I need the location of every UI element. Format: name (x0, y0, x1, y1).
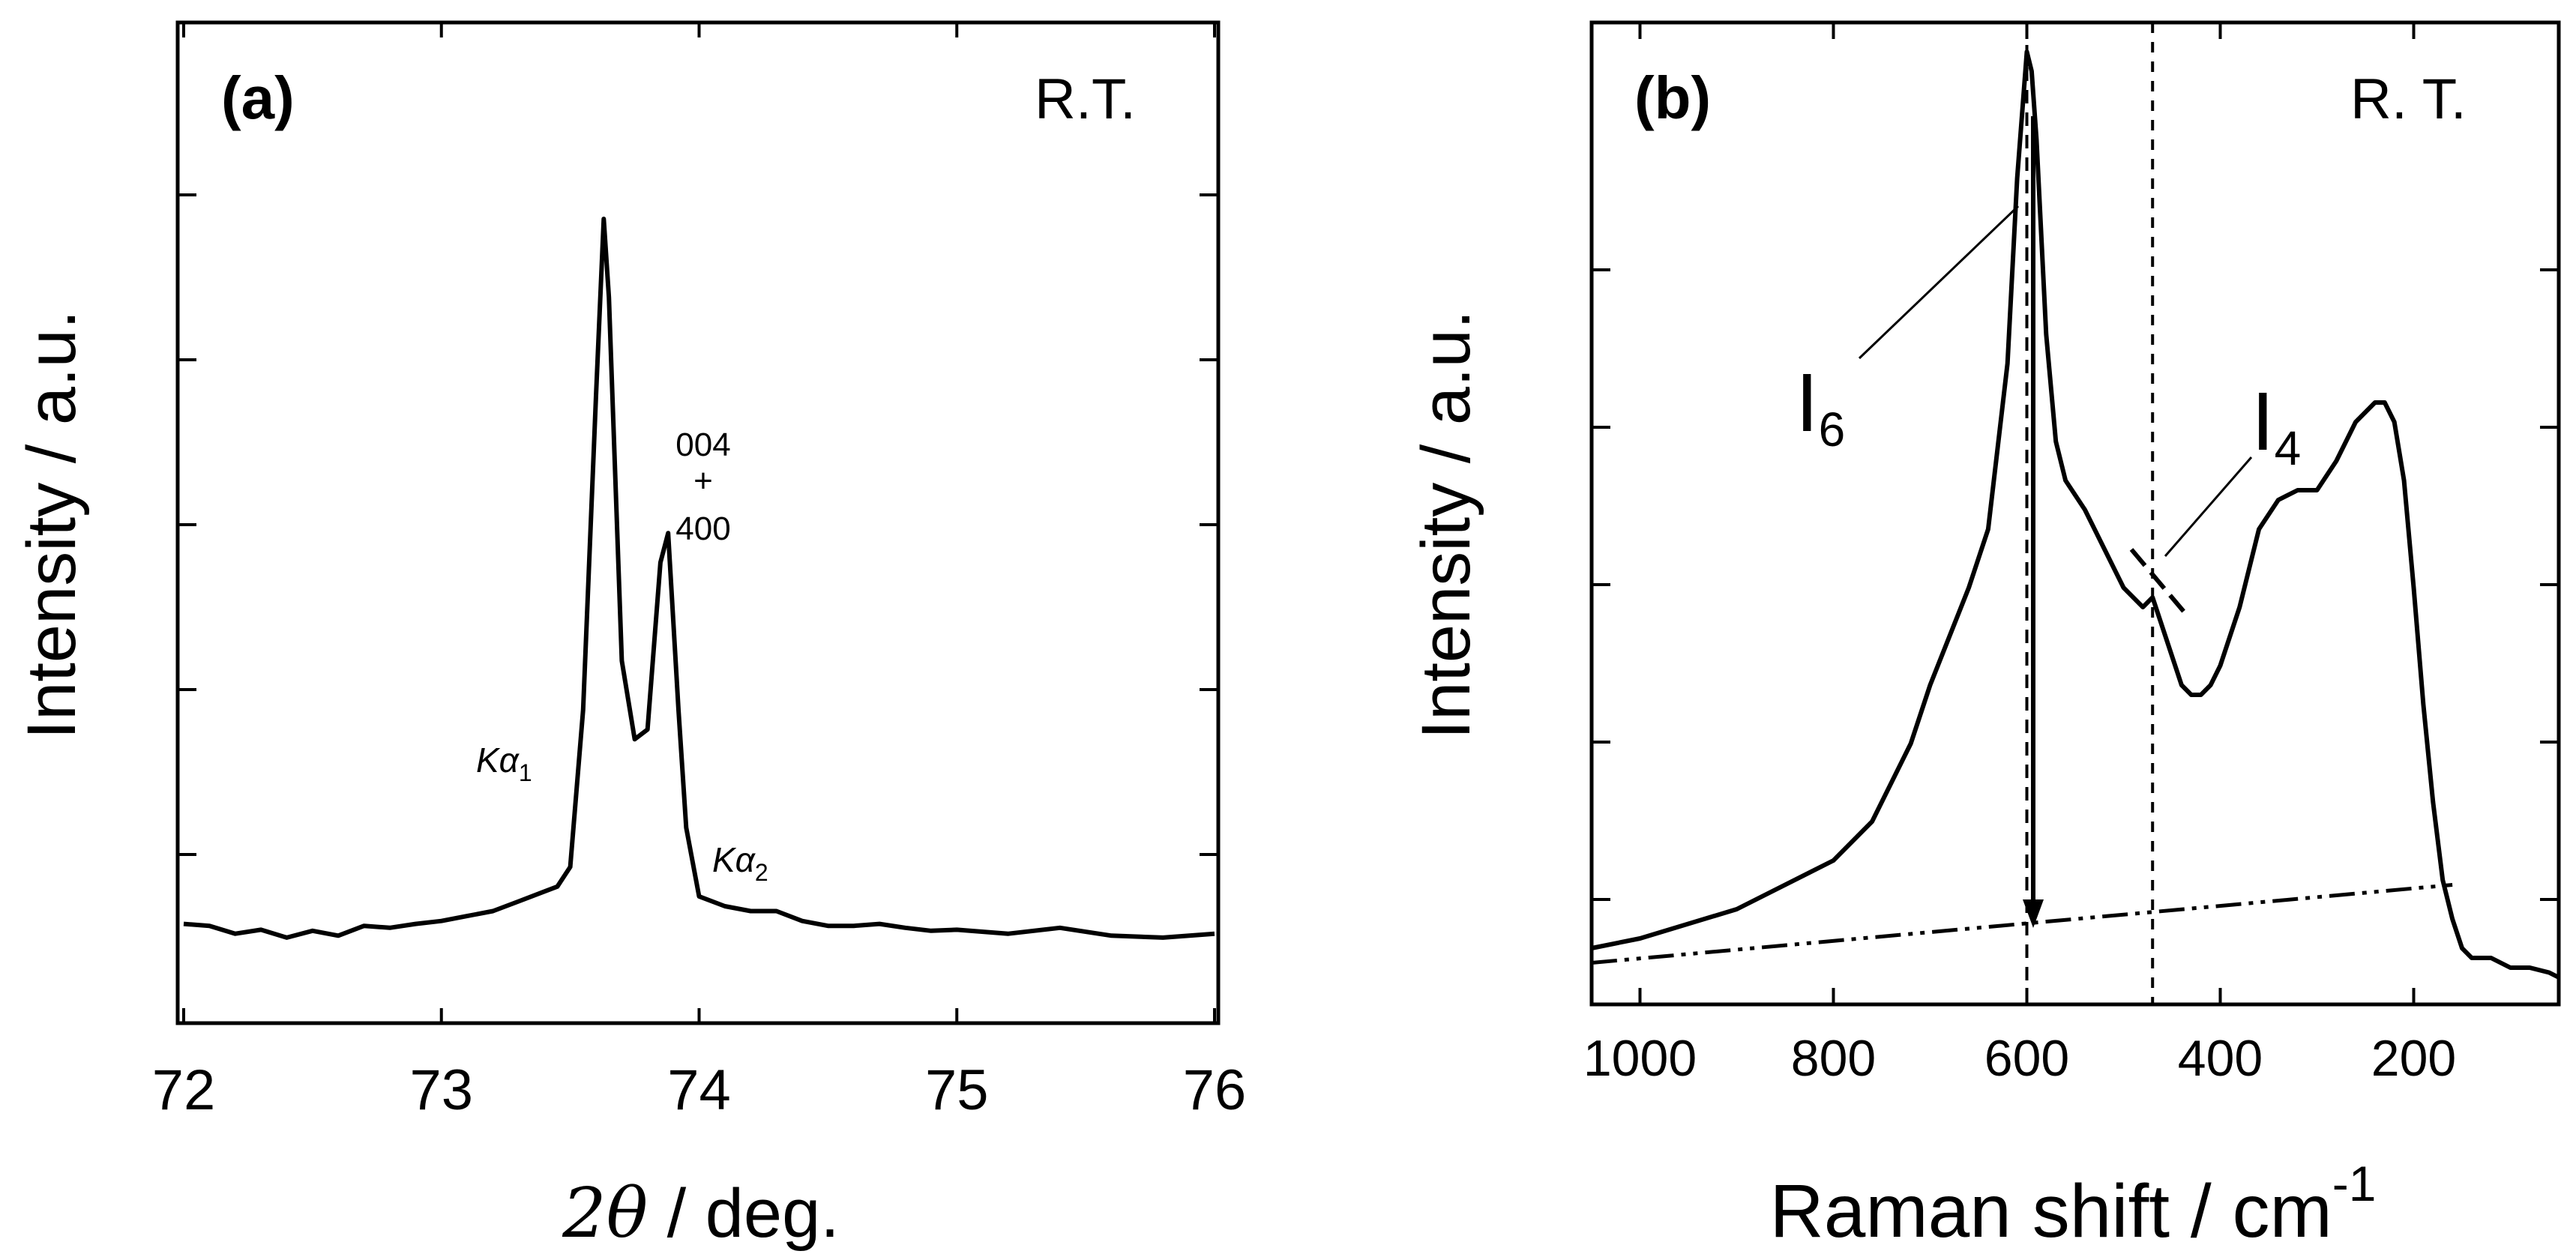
panel-b-ticks: 1000 800 600 400 200 (1583, 22, 2456, 1087)
panel-a-xtick-label: 75 (925, 1058, 989, 1122)
panel-a-ticks: 72 73 74 75 76 (152, 22, 1247, 1122)
panel-a-label: (a) (221, 64, 295, 131)
panel-b-condition: R. T. (2350, 67, 2467, 131)
panel-b-xtick-label: 800 (1791, 1030, 1876, 1087)
peak-label-004: 004 (675, 426, 730, 463)
panel-a: 72 73 74 75 76 (a) R.T. 004 + 400 Kα1 Kα2 In… (13, 20, 1247, 1253)
panel-b-y-axis-label: Intensity / a.u. (1408, 310, 1484, 740)
ka1-label: Kα1 (476, 741, 532, 786)
baseline-dash-dot (1591, 883, 2453, 965)
panel-b-xtick-label: 600 (1984, 1030, 2069, 1087)
panel-b-data-line (1591, 49, 2560, 980)
panel-a-ytick-marks (178, 193, 1218, 856)
panel-b-xtick-label: 200 (2371, 1030, 2456, 1087)
panel-a-xtick-label: 74 (667, 1058, 731, 1122)
i4-leader (2164, 456, 2253, 557)
panel-b-xtick-label: 1000 (1583, 1030, 1697, 1087)
panel-b: 1000 800 600 400 200 I6 I4 (b) R. T. Intensi… (1408, 20, 2561, 1253)
panel-b-label: (b) (1634, 64, 1711, 131)
i4-tangent (2129, 548, 2190, 618)
panel-a-xtick-label: 72 (152, 1058, 216, 1122)
peak-label-400: 400 (675, 510, 730, 547)
panel-a-x-axis-label: 2θ / deg. (562, 1173, 840, 1253)
panel-a-condition: R.T. (1035, 67, 1136, 131)
i6-leader (1858, 205, 2020, 360)
panel-b-xtick-label: 400 (2178, 1030, 2263, 1087)
peak-label-plus: + (693, 462, 713, 499)
panel-b-ytick-marks (1592, 268, 2559, 901)
panel-a-xtick-label: 73 (409, 1058, 473, 1122)
panel-a-data-line (183, 217, 1215, 940)
i6-arrowhead (2023, 899, 2044, 928)
ka2-label: Kα2 (712, 840, 768, 886)
i4-label: I4 (2251, 376, 2301, 475)
panel-a-y-axis-label: Intensity / a.u. (13, 310, 90, 740)
panel-b-frame (1589, 20, 2561, 1007)
panel-b-x-axis-label: Raman shift / cm-1 (1770, 1156, 2377, 1253)
panel-a-xtick-label: 76 (1183, 1058, 1247, 1122)
i6-label: I6 (1796, 357, 1845, 456)
